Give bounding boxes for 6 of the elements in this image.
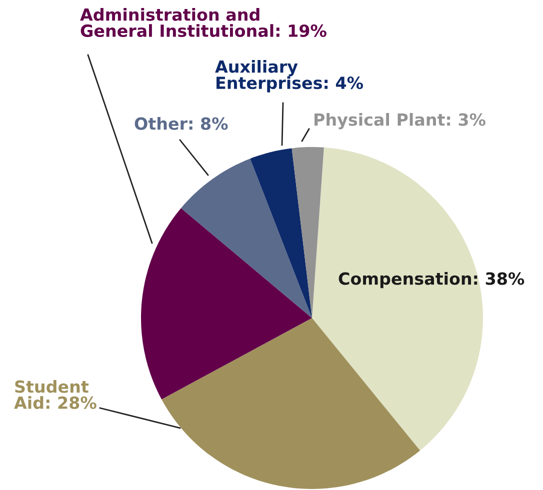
slice-label: Student Aid: 28%: [14, 380, 96, 410]
slice-label: Other: 8%: [134, 117, 228, 130]
slice-label: Administration and General Institutional: 19%: [80, 8, 326, 38]
slice-label: Compensation: 38%: [338, 272, 524, 288]
slice-label: Auxiliary Enterprises: 4%: [215, 60, 363, 92]
slice-label: Physical Plant: 3%: [314, 113, 486, 130]
